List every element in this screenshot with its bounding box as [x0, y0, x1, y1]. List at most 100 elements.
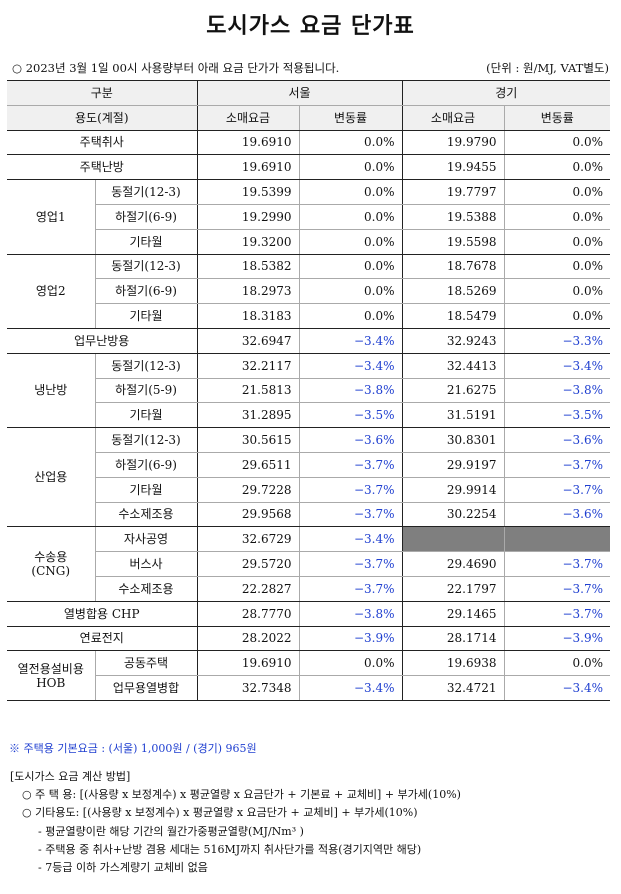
gg-change: −3.7% [503, 576, 610, 602]
header-seoul-retail: 소매요금 [196, 105, 299, 131]
gg-change: 0.0% [503, 204, 610, 230]
season-label: 수소제조용 [94, 576, 197, 602]
table-row: 주택취사 19.6910 0.0% 19.9790 0.0% [7, 130, 610, 156]
season-label: 기타월 [94, 229, 197, 255]
seoul-price: 18.5382 [196, 254, 299, 280]
gg-change-empty [503, 526, 610, 553]
gg-price: 19.5598 [401, 229, 504, 255]
group-label-line2: HOB [36, 675, 66, 690]
gg-price: 18.5269 [401, 278, 504, 305]
effective-date-notice: ○ 2023년 3월 1일 00시 사용량부터 아래 요금 단가가 적용됩니다. [12, 61, 340, 75]
seoul-price: 29.5720 [196, 551, 299, 577]
seoul-price: 21.5813 [196, 378, 299, 404]
seoul-price: 18.3183 [196, 303, 299, 329]
seoul-change: 0.0% [298, 179, 402, 205]
table-row: 연료전지 28.2022 −3.9% 28.1714 −3.9% [7, 626, 610, 652]
seoul-change: 0.0% [298, 278, 402, 305]
seoul-change: 0.0% [298, 650, 402, 677]
seoul-price: 32.2117 [196, 353, 299, 379]
group-label: 수송용 (CNG) [7, 526, 95, 602]
gg-price: 19.9455 [401, 154, 504, 181]
gg-price: 19.5388 [401, 204, 504, 230]
gg-price: 29.9914 [401, 477, 504, 503]
seoul-price: 28.2022 [196, 626, 299, 652]
seoul-change: −3.6% [298, 427, 402, 453]
season-label: 기타월 [94, 477, 197, 503]
gg-price: 22.1797 [401, 576, 504, 602]
table-row: 업무난방용 32.6947 −3.4% 32.9243 −3.3% [7, 328, 610, 354]
gg-change: −3.7% [503, 551, 610, 577]
gg-price: 32.4413 [401, 353, 504, 379]
gg-price: 31.5191 [401, 402, 504, 429]
gg-change: 0.0% [503, 278, 610, 305]
group-label: 산업용 [7, 427, 95, 528]
seoul-price: 31.2895 [196, 402, 299, 429]
seoul-change: −3.5% [298, 402, 402, 429]
header-gg-retail: 소매요금 [401, 105, 504, 131]
table-row: 냉난방 동절기(12-3) 32.2117 −3.4% 32.4413 −3.4… [7, 353, 610, 429]
gg-price: 18.5479 [401, 303, 504, 329]
season-label: 업무용열병합 [94, 675, 197, 701]
table-row: 버스사 29.5720 −3.7% 29.4690 −3.7% [7, 551, 610, 577]
gg-price: 18.7678 [401, 254, 504, 280]
gg-price: 21.6275 [401, 378, 504, 404]
row-label: 연료전지 [7, 626, 197, 652]
calculation-method: [도시가스 요금 계산 방법] ○ 주 택 용: [(사용량 x 보정계수) x… [10, 768, 461, 877]
row-label: 업무난방용 [7, 328, 197, 354]
table-row: 수송용 (CNG) 자사공영 32.6729 −3.4% [7, 526, 610, 602]
method-other: ○ 기타용도: [(사용량 x 보정계수) x 평균열량 x 요금단가 + 교체… [22, 806, 418, 820]
gg-price: 30.8301 [401, 427, 504, 453]
row-label: 열병합용 CHP [7, 601, 197, 627]
header-gg-change: 변동률 [503, 105, 610, 131]
header-row-regions: 구분 서울 경기 [7, 80, 610, 106]
seoul-change: −3.4% [298, 526, 402, 553]
table-row: 기타월 31.2895 −3.5% 31.5191 −3.5% [7, 402, 610, 429]
season-label: 동절기(12-3) [94, 353, 197, 379]
table-row: 하절기(6-9) 29.6511 −3.7% 29.9197 −3.7% [7, 452, 610, 478]
notice-line: ○ 2023년 3월 1일 00시 사용량부터 아래 요금 단가가 적용됩니다.… [12, 60, 609, 76]
seoul-change: −3.4% [298, 675, 402, 701]
gg-change: −3.5% [503, 402, 610, 429]
group-label: 영업1 [7, 179, 95, 255]
seoul-change: −3.7% [298, 551, 402, 577]
gg-change: 0.0% [503, 254, 610, 280]
group-label: 열전용설비용 HOB [7, 650, 95, 701]
seoul-price: 19.6910 [196, 130, 299, 156]
gg-change: 0.0% [503, 650, 610, 677]
gg-change: −3.9% [503, 626, 610, 652]
rate-table: 구분 서울 경기 용도(계절) 소매요금 변동률 소매요금 변동률 주택취사 1… [7, 80, 610, 701]
header-category: 구분 [7, 80, 197, 106]
seoul-change: 0.0% [298, 154, 402, 181]
table-row: 업무용열병합 32.7348 −3.4% 32.4721 −3.4% [7, 675, 610, 701]
group-label-line1: 열전용설비용 [17, 661, 84, 676]
gg-price: 19.9790 [401, 130, 504, 156]
table-row: 영업2 동절기(12-3) 18.5382 0.0% 18.7678 0.0% [7, 254, 610, 329]
gg-change: −3.7% [503, 477, 610, 503]
method-bullet-meter: - 7등급 이하 가스계량기 교체비 없음 [38, 861, 208, 875]
seoul-price: 30.5615 [196, 427, 299, 453]
season-label: 수소제조용 [94, 502, 197, 528]
seoul-price: 19.2990 [196, 204, 299, 230]
gg-change: −3.8% [503, 378, 610, 404]
season-label: 동절기(12-3) [94, 179, 197, 205]
seoul-change: −3.8% [298, 601, 402, 627]
unit-label: (단위 : 원/MJ, VAT별도) [486, 61, 609, 75]
season-label: 기타월 [94, 303, 197, 329]
seoul-change: −3.4% [298, 353, 402, 379]
gg-price: 19.6938 [401, 650, 504, 677]
season-label: 하절기(6-9) [94, 204, 197, 230]
header-seoul: 서울 [196, 80, 402, 106]
seoul-change: −3.7% [298, 502, 402, 528]
gg-price: 32.9243 [401, 328, 504, 354]
seoul-change: 0.0% [298, 130, 402, 156]
seoul-price: 32.6947 [196, 328, 299, 354]
method-bullet-avg-heat: - 평균열량이란 해당 기간의 월간가중평균열량(MJ/Nm³ ) [38, 824, 304, 838]
season-label: 기타월 [94, 402, 197, 429]
row-label: 주택취사 [7, 130, 197, 156]
seoul-change: −3.4% [298, 328, 402, 354]
gg-change: −3.6% [503, 502, 610, 528]
seoul-price: 32.7348 [196, 675, 299, 701]
seoul-change: −3.9% [298, 626, 402, 652]
seoul-price: 32.6729 [196, 526, 299, 553]
header-seoul-change: 변동률 [298, 105, 402, 131]
